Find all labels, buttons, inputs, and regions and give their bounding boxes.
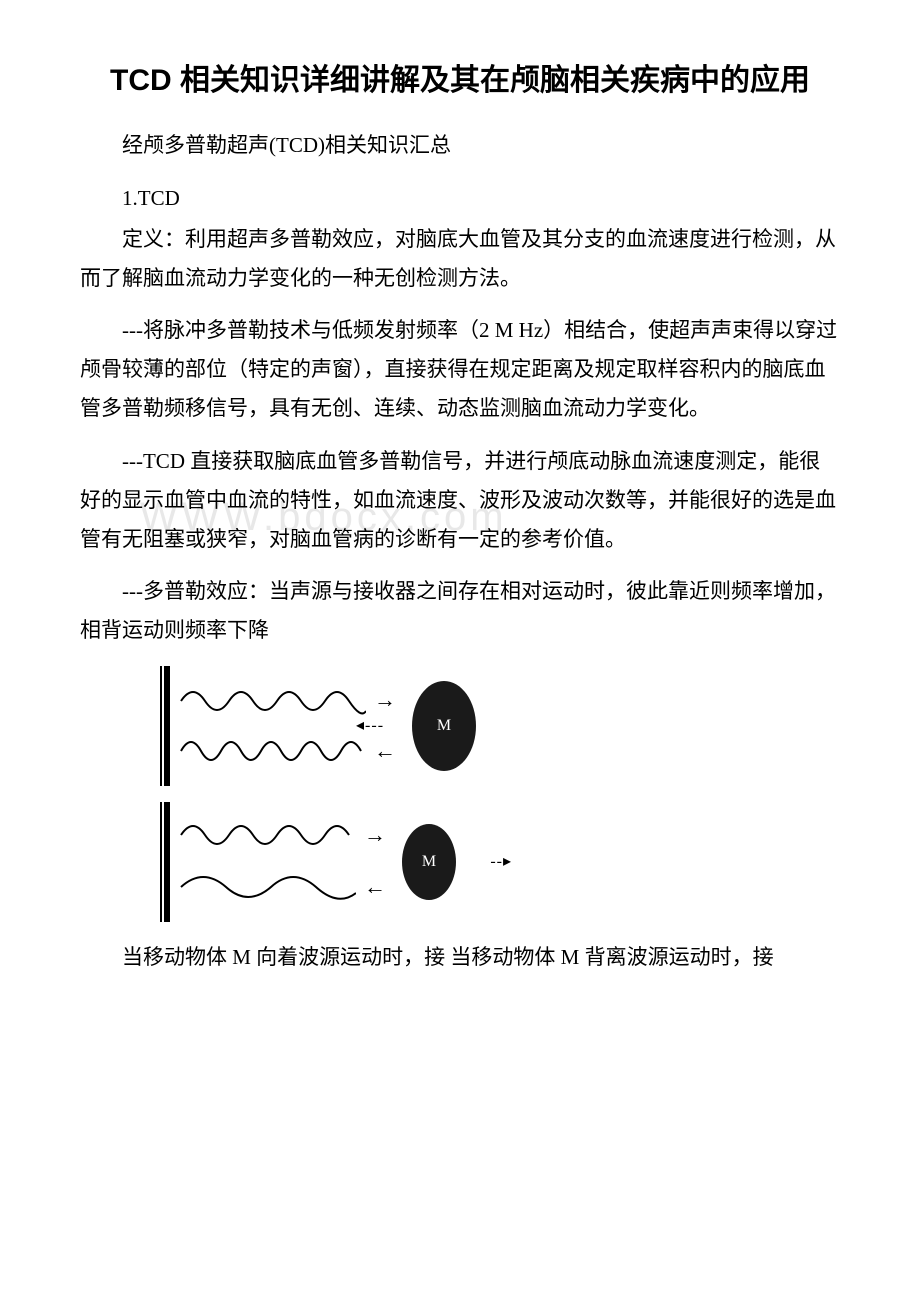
- moving-object-m: M --▸: [402, 824, 456, 900]
- wave-emitter-icon: [160, 802, 170, 922]
- page-title: TCD 相关知识详细讲解及其在颅脑相关疾病中的应用: [80, 60, 840, 102]
- body-paragraph-2: ---TCD 直接获取脑底血管多普勒信号，并进行颅底动脉血流速度测定，能很好的显…: [80, 442, 840, 559]
- moving-object-m: ◂--- M: [412, 681, 476, 771]
- dashed-arrow-left-icon: ◂---: [356, 711, 384, 741]
- object-label: M: [437, 711, 451, 741]
- dashed-arrow-right-icon: --▸: [490, 847, 512, 877]
- subtitle-paragraph: 经颅多普勒超声(TCD)相关知识汇总: [80, 126, 840, 165]
- definition-paragraph: 定义：利用超声多普勒效应，对脑底大血管及其分支的血流速度进行检测，从而了解脑血流…: [80, 220, 840, 298]
- object-label: M: [422, 847, 436, 877]
- doppler-figure-approaching: → ← ◂--- M: [160, 666, 840, 786]
- wave-high-frequency-icon: [176, 815, 356, 855]
- body-paragraph-last: 当移动物体 M 向着波源运动时，接 当移动物体 M 背离波源运动时，接: [80, 938, 840, 977]
- doppler-figure-receding: → ← M --▸: [160, 802, 840, 922]
- body-paragraph-1: ---将脉冲多普勒技术与低频发射频率（2 M Hz）相结合，使超声声束得以穿过颅…: [80, 311, 840, 428]
- wave-high-frequency-icon: [176, 731, 366, 771]
- wave-low-frequency-icon: [176, 865, 356, 909]
- wave-emitter-icon: [160, 666, 170, 786]
- arrow-left-icon: ←: [364, 867, 382, 908]
- wave-high-frequency-icon: [176, 681, 366, 721]
- section-number: 1.TCD: [80, 179, 840, 218]
- body-paragraph-3: ---多普勒效应：当声源与接收器之间存在相对运动时，彼此靠近则频率增加，相背运动…: [80, 572, 840, 650]
- arrow-right-icon: →: [364, 815, 382, 856]
